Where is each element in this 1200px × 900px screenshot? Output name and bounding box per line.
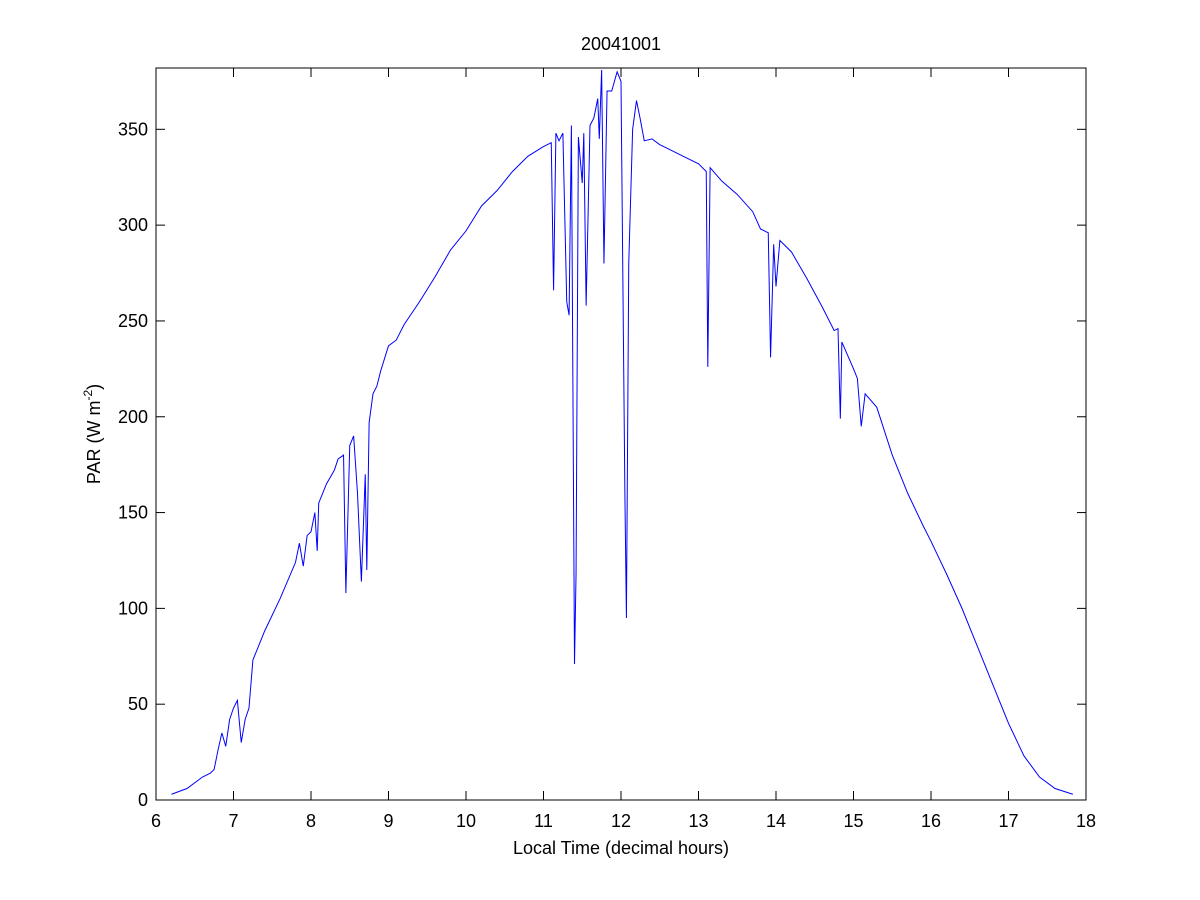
chart-title: 20041001 — [581, 34, 661, 54]
x-tick-label: 11 — [534, 811, 553, 831]
y-label-text: ) — [84, 384, 104, 390]
x-tick-label: 16 — [921, 811, 941, 831]
x-tick-label: 15 — [843, 811, 863, 831]
x-tick-label: 9 — [383, 811, 393, 831]
x-tick-label: 8 — [306, 811, 316, 831]
y-tick-label: 0 — [138, 790, 148, 810]
y-tick-label: 200 — [118, 407, 148, 427]
y-tick-label: 50 — [128, 694, 148, 714]
y-tick-label: 300 — [118, 215, 148, 235]
y-tick-label: 250 — [118, 311, 148, 331]
y-axis-label: PAR (W m-2) — [81, 384, 104, 484]
y-label-superscript: -2 — [81, 390, 95, 401]
x-tick-label: 14 — [766, 811, 786, 831]
y-label-text: PAR (W m — [84, 401, 104, 485]
x-tick-label: 6 — [151, 811, 161, 831]
x-tick-label: 13 — [688, 811, 708, 831]
plot-area — [155, 67, 1087, 801]
y-tick-label: 100 — [118, 598, 148, 618]
y-tick-label: 150 — [118, 503, 148, 523]
x-axis-label: Local Time (decimal hours) — [513, 838, 729, 858]
y-tick-label: 350 — [118, 119, 148, 139]
x-tick-label: 12 — [611, 811, 631, 831]
x-tick-label: 10 — [456, 811, 476, 831]
data-line — [171, 69, 1073, 795]
x-tick-label: 7 — [228, 811, 238, 831]
x-tick-label: 17 — [998, 811, 1018, 831]
x-tick-label: 18 — [1076, 811, 1096, 831]
